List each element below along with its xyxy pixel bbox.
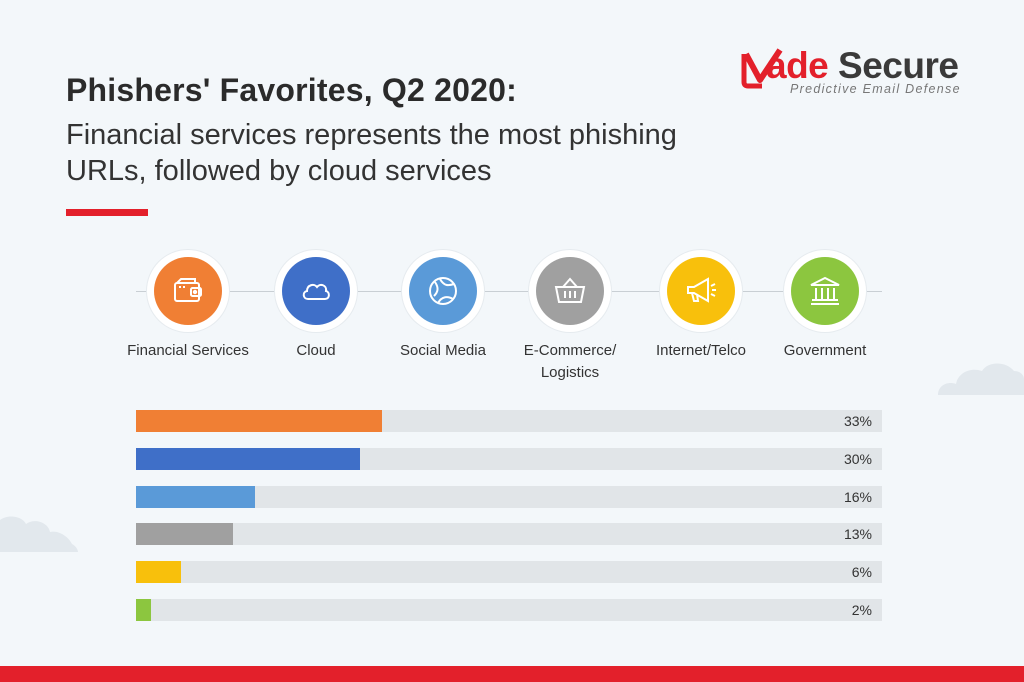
category-internet-telco: Internet/Telco [636, 250, 766, 362]
icon-disc-telco [667, 257, 735, 325]
logo-word-secure: Secure [838, 45, 959, 86]
bar-track [136, 523, 882, 545]
category-financial-services: Financial Services [123, 250, 253, 362]
category-ecommerce-logistics: E-Commerce/ Logistics [505, 250, 635, 384]
bar-row: 2% [136, 599, 882, 621]
icon-connector-line [136, 291, 882, 292]
megaphone-icon [687, 277, 716, 303]
icon-disc-ecommerce [536, 257, 604, 325]
icon-disc-cloud [282, 257, 350, 325]
category-government: Government [760, 250, 890, 362]
bar-track [136, 561, 882, 583]
category-cloud: Cloud [251, 250, 381, 362]
category-label: Government [783, 342, 867, 359]
icon-ring [147, 250, 229, 332]
icon-disc-social [409, 257, 477, 325]
bar-row: 16% [136, 486, 882, 508]
bar-value-label: 13% [843, 526, 872, 542]
logo-v-checkmark-icon [741, 48, 783, 89]
bar [136, 448, 360, 470]
bar-row: 13% [136, 523, 882, 545]
category-label: Financial Services [127, 342, 249, 359]
cloud-decoration-left [0, 516, 78, 552]
cloud-icon [302, 283, 330, 300]
category-label: E-Commerce/ Logistics [523, 342, 617, 381]
icon-ring [402, 250, 484, 332]
icon-disc-financial [154, 257, 222, 325]
bar-value-label: 2% [851, 602, 872, 618]
bar-value-label: 16% [843, 489, 872, 505]
bar-value-label: 6% [851, 564, 872, 580]
category-label: Cloud [296, 342, 336, 359]
bar-row: 6% [136, 561, 882, 583]
logo-word-ade: ade [766, 45, 829, 86]
vade-secure-logo: ade Secure Predictive Email Defense [740, 44, 990, 100]
bar-track [136, 486, 882, 508]
bar-value-label: 33% [843, 413, 872, 429]
bar [136, 486, 255, 508]
cloud-decoration-right [938, 363, 1024, 395]
footer-red-band [0, 666, 1024, 682]
icon-ring [784, 250, 866, 332]
category-label: Social Media [400, 342, 486, 359]
bar [136, 561, 181, 583]
category-label: Internet/Telco [655, 342, 747, 359]
icon-disc-government [791, 257, 859, 325]
page-subtitle: Financial services represents the most p… [66, 119, 677, 187]
bar [136, 599, 151, 621]
logo-wordmark: ade Secure [766, 44, 959, 88]
bar [136, 410, 382, 432]
bar-row: 33% [136, 410, 882, 432]
bar-row: 30% [136, 448, 882, 470]
icon-ring [275, 250, 357, 332]
category-social-media: Social Media [378, 250, 508, 362]
bar [136, 523, 233, 545]
bar-value-label: 30% [843, 451, 872, 467]
icon-ring [529, 250, 611, 332]
bar-track [136, 599, 882, 621]
icon-ring [660, 250, 742, 332]
logo-tagline: Predictive Email Defense [790, 82, 961, 96]
government-building-icon [810, 276, 840, 305]
page-title: Phishers' Favorites, Q2 2020: [66, 72, 517, 108]
basket-icon [554, 277, 586, 303]
globe-icon [429, 277, 457, 305]
wallet-icon [174, 278, 202, 302]
title-underline [66, 209, 148, 216]
